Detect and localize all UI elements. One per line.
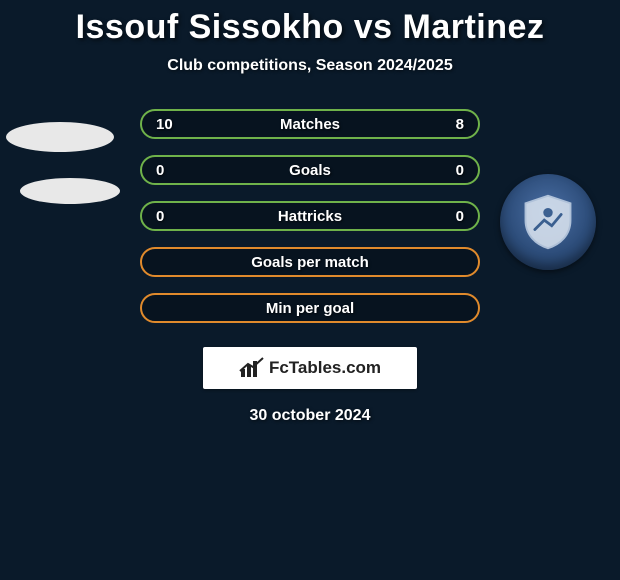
brand-label: FcTables.com — [269, 358, 381, 378]
stat-row-min-per-goal: Min per goal — [140, 293, 480, 323]
footer-date: 30 october 2024 — [0, 407, 620, 425]
stat-label: Goals — [142, 162, 478, 179]
stat-rows: 10 Matches 8 0 Goals 0 0 Hattricks 0 Goa… — [140, 109, 480, 323]
chart-bars-icon — [239, 357, 265, 379]
player1-club-placeholder — [20, 178, 120, 204]
stat-row-goals: 0 Goals 0 — [140, 155, 480, 185]
comparison-card: Issouf Sissokho vs Martinez Club competi… — [0, 0, 620, 425]
stat-label: Hattricks — [142, 208, 478, 225]
stat-row-hattricks: 0 Hattricks 0 — [140, 201, 480, 231]
stat-row-goals-per-match: Goals per match — [140, 247, 480, 277]
page-subtitle: Club competitions, Season 2024/2025 — [0, 57, 620, 75]
player2-club-badge — [500, 174, 596, 270]
shield-icon — [518, 192, 578, 252]
brand-box[interactable]: FcTables.com — [203, 347, 417, 389]
page-title: Issouf Sissokho vs Martinez — [0, 8, 620, 47]
stat-row-matches: 10 Matches 8 — [140, 109, 480, 139]
player1-avatar-placeholder — [6, 122, 114, 152]
stat-label: Goals per match — [142, 254, 478, 271]
stat-label: Matches — [142, 116, 478, 133]
stat-label: Min per goal — [142, 300, 478, 317]
